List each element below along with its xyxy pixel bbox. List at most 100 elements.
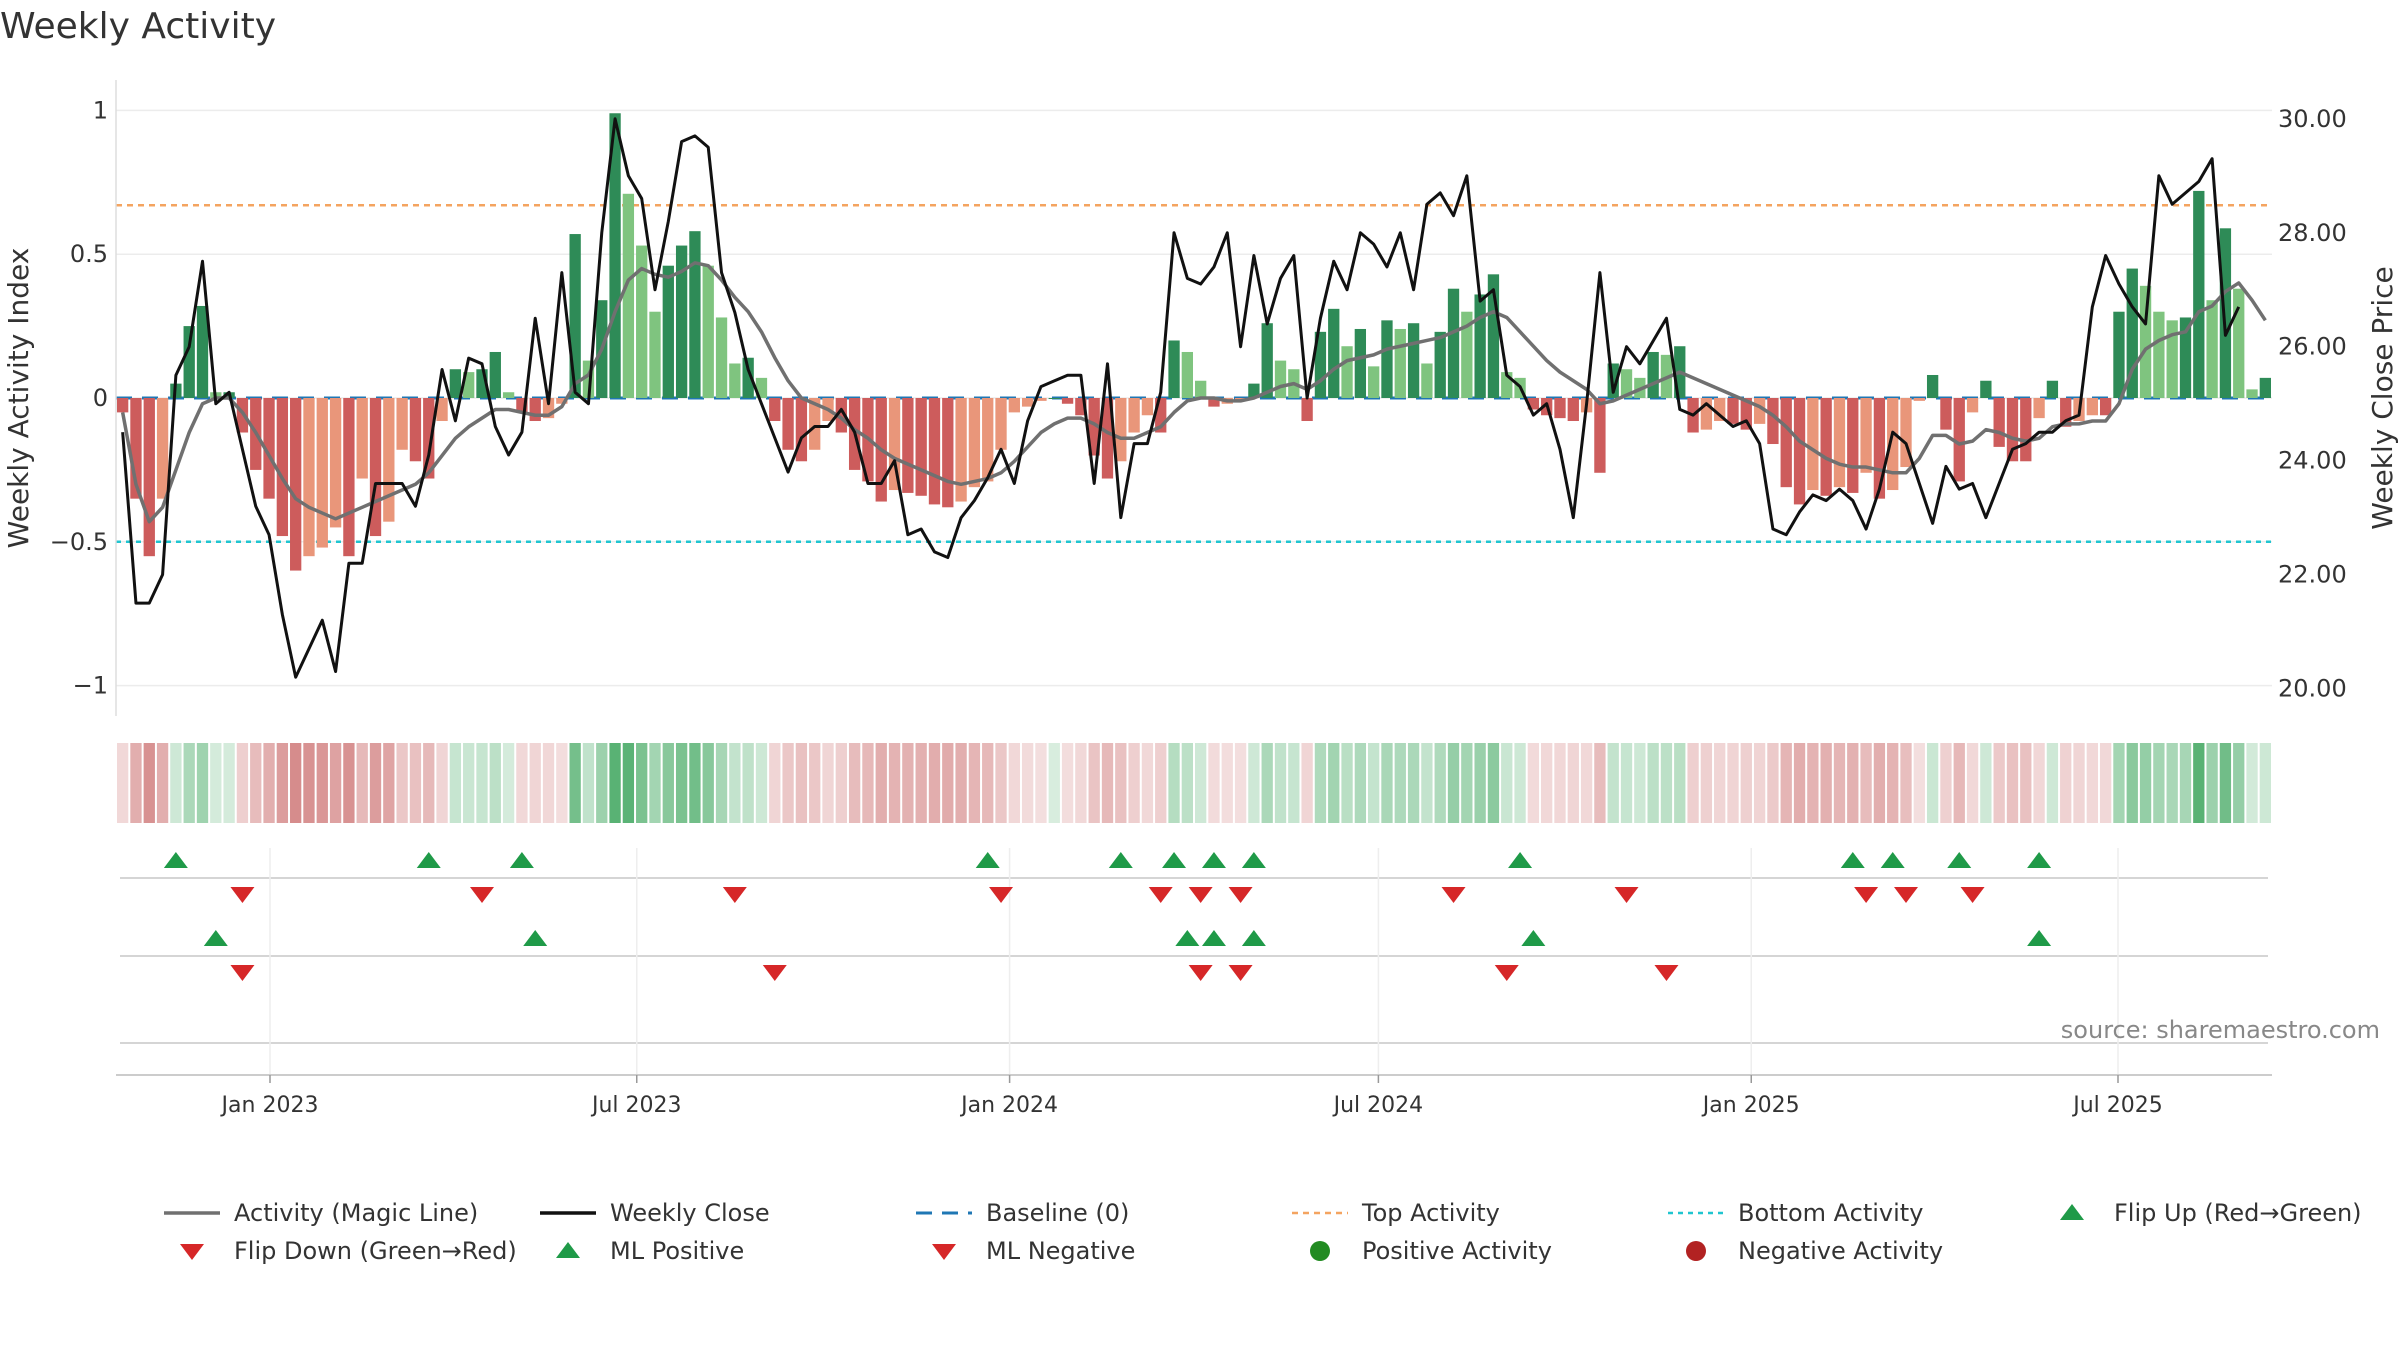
flip-up-marker (416, 852, 441, 868)
tint-cell (1434, 743, 1446, 823)
tint-cell (1381, 743, 1393, 823)
activity-bar (1008, 398, 1020, 413)
activity-bar (463, 372, 475, 398)
tint-cell (2206, 743, 2218, 823)
legend-label: Flip Up (Red→Green) (2114, 1199, 2362, 1227)
x-tick-label: Jul 2023 (590, 1093, 682, 1118)
activity-bar (1767, 398, 1779, 445)
legend: Activity (Magic Line) Weekly Close Baselin… (160, 1198, 2400, 1274)
tint-cell (1141, 743, 1154, 823)
activity-bar (955, 398, 967, 502)
activity-bar (2179, 317, 2192, 398)
tint-cell (1980, 743, 1992, 823)
y-tick-label: −0.5 (50, 528, 108, 556)
series-lines (120, 117, 2267, 679)
triangle-up-green-icon (536, 1236, 600, 1266)
tint-cell (848, 743, 861, 823)
tint-cell (1261, 743, 1273, 823)
tint-cell (875, 743, 887, 823)
activity-bar (1980, 380, 1992, 398)
tint-cell (769, 743, 781, 823)
tint-cell (1208, 743, 1220, 823)
activity-bar (1301, 398, 1313, 422)
tint-cell (1607, 743, 1619, 823)
tint-cell (1221, 743, 1233, 823)
flip-up-marker (1108, 852, 1133, 868)
tint-cell (1368, 743, 1380, 823)
activity-tint-strip (117, 743, 2271, 823)
tint-cell (476, 743, 488, 823)
flip-up-marker (1947, 852, 1972, 868)
flip-up-marker (975, 852, 1000, 868)
activity-bar (582, 360, 595, 398)
tint-cell (1900, 743, 1912, 823)
tint-cell (1873, 743, 1886, 823)
activity-bar (795, 398, 808, 462)
tint-cell (1328, 743, 1340, 823)
activity-bar (835, 398, 847, 433)
legend-item: Bottom Activity (1664, 1198, 1923, 1228)
tint-cell (1181, 743, 1193, 823)
activity-bar (1168, 340, 1180, 398)
y-tick-label: 0.5 (70, 240, 108, 268)
tint-cell (196, 743, 209, 823)
x-tick-label: Jan 2023 (220, 1093, 319, 1118)
activity-bar (1527, 398, 1540, 410)
activity-bar (290, 398, 302, 571)
activity-bar (1940, 398, 1952, 430)
tint-cell (1567, 743, 1579, 823)
tint-cell (2219, 743, 2232, 823)
activity-bar (409, 398, 422, 462)
y2-axis-label: Weekly Close Price (2366, 266, 2399, 529)
y-tick-label: 0 (93, 384, 108, 412)
tint-cell (2033, 743, 2045, 823)
tint-cell (1727, 743, 1739, 823)
y2-tick-label: 28.00 (2278, 219, 2347, 247)
tint-cell (1820, 743, 1832, 823)
activity-bar (968, 398, 981, 488)
legend-label: Top Activity (1362, 1199, 1500, 1227)
activity-bar (1328, 308, 1340, 398)
tint-cell (1168, 743, 1180, 823)
activity-bar (1887, 398, 1899, 491)
line-solid-black-icon (536, 1198, 600, 1228)
tint-cell (343, 743, 355, 823)
tint-cell (755, 743, 768, 823)
activity-bar (715, 317, 728, 398)
tint-cell (409, 743, 422, 823)
activity-bar (1261, 323, 1273, 398)
legend-item: Flip Up (Red→Green) (2040, 1198, 2362, 1228)
tint-cell (782, 743, 794, 823)
tint-cell (649, 743, 661, 823)
legend-label: Flip Down (Green→Red) (234, 1237, 517, 1265)
activity-bar (755, 377, 768, 398)
activity-bar (1740, 398, 1752, 430)
tint-cell (1288, 743, 1300, 823)
activity-bar (1314, 331, 1327, 398)
activity-bar (1807, 398, 1819, 491)
tint-cell (1195, 743, 1207, 823)
triangle-up-green-icon (2040, 1198, 2104, 1228)
activity-bar (1394, 328, 1406, 398)
tint-cell (2099, 743, 2112, 823)
activity-bar (2193, 190, 2205, 398)
activity-bar (1048, 398, 1060, 399)
flip-up-marker (163, 852, 188, 868)
tint-cell (1501, 743, 1513, 823)
ml-positive-marker (1201, 930, 1226, 946)
activity-bar (476, 369, 488, 398)
tint-cell (1301, 743, 1313, 823)
line-dotted-cyan-icon (1664, 1198, 1728, 1228)
tint-cell (835, 743, 847, 823)
tint-cell (2046, 743, 2059, 823)
activity-bar (1966, 398, 1979, 413)
tint-cell (516, 743, 528, 823)
activity-bar (276, 398, 289, 537)
legend-item: Flip Down (Green→Red) (160, 1236, 517, 1266)
tint-cell (2153, 743, 2165, 823)
activity-bar (489, 351, 501, 398)
activity-bar (1913, 398, 1925, 401)
line-solid-gray-icon (160, 1198, 224, 1228)
activity-bars (117, 113, 2271, 571)
activity-bar (1501, 372, 1513, 398)
